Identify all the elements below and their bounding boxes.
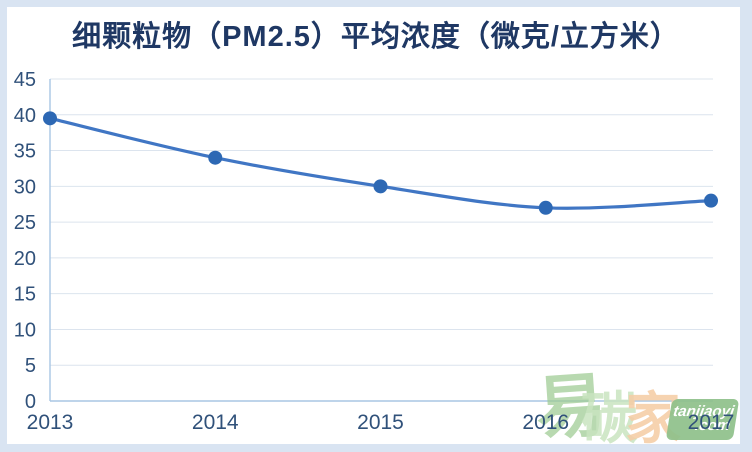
y-tick-label: 20 — [14, 248, 36, 270]
y-tick-label: 15 — [14, 284, 36, 306]
y-tick-label: 0 — [25, 391, 36, 413]
data-point-marker — [373, 179, 388, 194]
y-tick-label: 25 — [14, 212, 36, 234]
chart-title: 细颗粒物（PM2.5）平均浓度（微克/立方米） — [72, 21, 680, 53]
y-tick-label: 5 — [25, 355, 36, 377]
y-tick-label: 35 — [14, 141, 36, 163]
y-tick-label: 40 — [14, 105, 36, 127]
data-point-marker — [704, 193, 718, 208]
y-tick-label: 45 — [14, 69, 36, 91]
y-tick-label: 10 — [14, 319, 36, 341]
data-point-marker — [43, 111, 57, 126]
data-point-marker — [538, 200, 553, 215]
data-point-marker — [208, 150, 223, 165]
series-line — [48, 116, 713, 210]
y-tick-label: 30 — [14, 176, 36, 198]
